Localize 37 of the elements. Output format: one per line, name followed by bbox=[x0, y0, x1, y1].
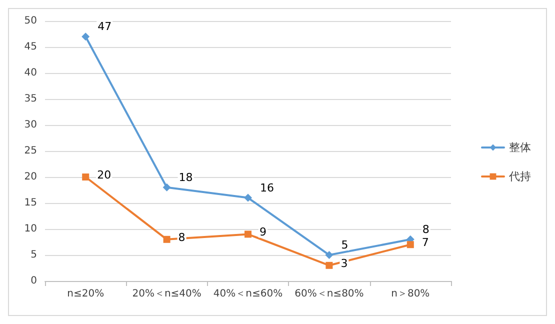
y-tick-label: 20 bbox=[24, 172, 37, 182]
y-tick-label: 5 bbox=[30, 250, 37, 260]
x-tick-label: 40%＜n≤60% bbox=[213, 288, 283, 300]
data-label: 8 bbox=[422, 222, 430, 236]
point bbox=[82, 174, 90, 180]
data-label: 18 bbox=[178, 170, 193, 184]
legend-label: 代持 bbox=[508, 170, 531, 183]
data-label: 8 bbox=[178, 230, 186, 244]
data-label: 5 bbox=[341, 238, 348, 252]
y-tick-label: 50 bbox=[24, 16, 37, 26]
y-tick-label: 40 bbox=[24, 68, 37, 78]
data-label: 47 bbox=[98, 20, 112, 34]
y-tick-label: 10 bbox=[24, 224, 37, 234]
x-tick-label: n＞80% bbox=[391, 288, 430, 300]
legend-label: 整体 bbox=[509, 141, 531, 154]
point bbox=[325, 251, 334, 259]
point bbox=[406, 241, 414, 248]
data-label: 3 bbox=[340, 256, 348, 270]
point bbox=[162, 183, 171, 192]
point bbox=[244, 230, 252, 238]
y-tick-label: 30 bbox=[24, 120, 37, 130]
x-tick-label: 60%＜n≤80% bbox=[294, 288, 364, 300]
x-tick-label: n≤20% bbox=[67, 288, 104, 300]
y-tick-label: 45 bbox=[24, 42, 37, 52]
y-tick-label: 15 bbox=[24, 198, 37, 208]
data-label: 16 bbox=[260, 181, 274, 194]
data-label: 9 bbox=[260, 226, 266, 239]
point bbox=[326, 262, 333, 269]
point bbox=[82, 32, 90, 41]
point bbox=[244, 194, 252, 202]
y-tick-label: 35 bbox=[24, 94, 37, 104]
data-label: 20 bbox=[97, 168, 112, 182]
x-tick-label: 20%＜n≤40% bbox=[132, 288, 202, 300]
y-tick-label: 0 bbox=[30, 276, 37, 286]
point bbox=[163, 236, 170, 243]
data-label: 7 bbox=[422, 236, 429, 250]
y-tick-label: 25 bbox=[24, 146, 37, 156]
